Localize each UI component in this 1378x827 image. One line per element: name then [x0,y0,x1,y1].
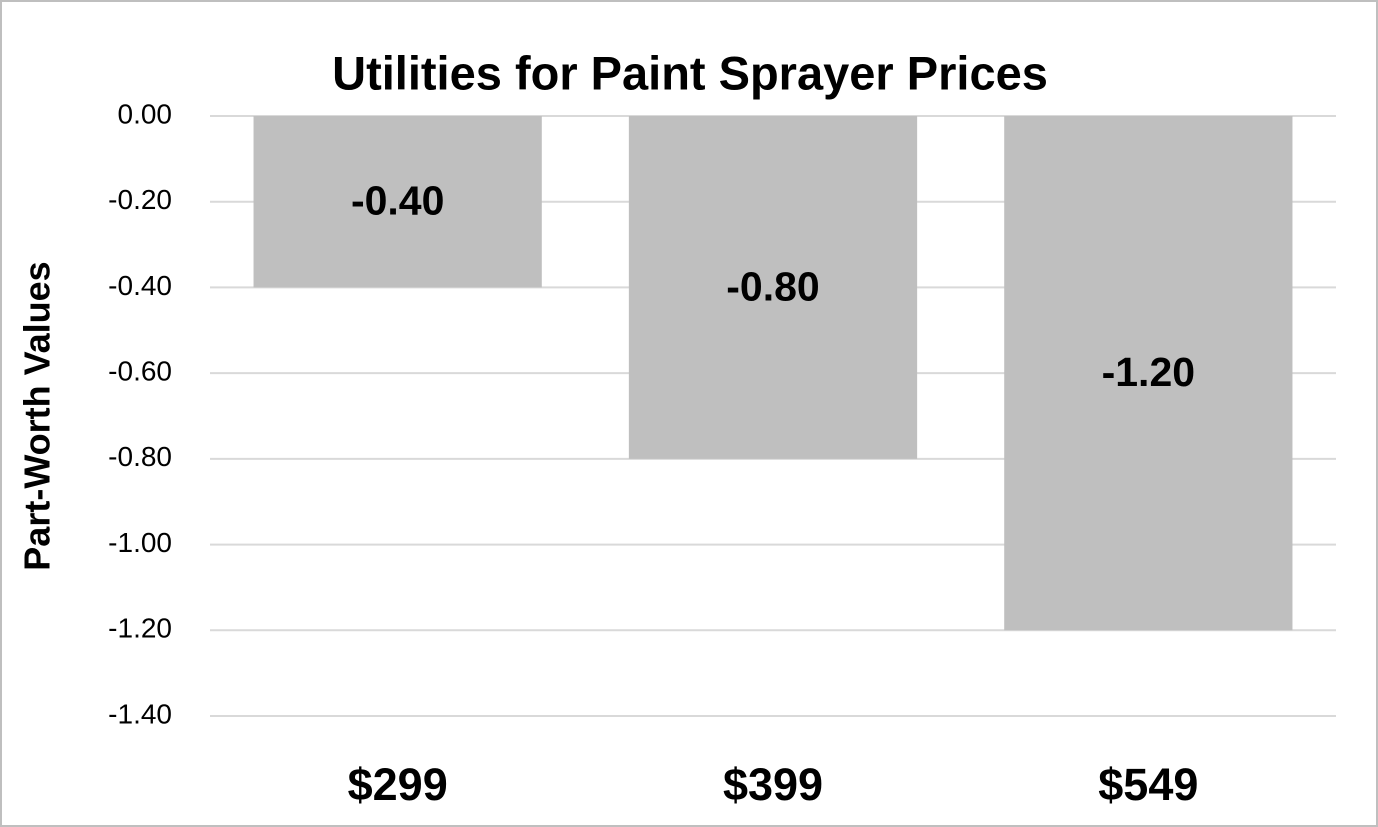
y-tick-label: -1.20 [108,613,172,644]
y-tick-label: -0.80 [108,441,172,472]
bar [1004,116,1293,631]
x-tick-label: $299 [348,759,448,810]
chart-title: Utilities for Paint Sprayer Prices [332,46,1048,99]
y-tick-label: -0.20 [108,184,172,215]
y-tick-label: -1.40 [108,698,172,729]
bar [253,116,542,288]
data-label: -0.80 [726,263,819,309]
y-tick-label: -0.60 [108,356,172,387]
data-label: -1.20 [1102,349,1195,395]
y-tick-label: -0.40 [108,270,172,301]
y-tick-label: 0.00 [118,98,173,129]
x-tick-label: $399 [723,759,823,810]
y-tick-label: -1.00 [108,527,172,558]
y-axis-title: Part-Worth Values [17,261,58,570]
bar [628,116,918,459]
data-label: -0.40 [351,178,444,224]
x-tick-label: $549 [1098,759,1198,810]
